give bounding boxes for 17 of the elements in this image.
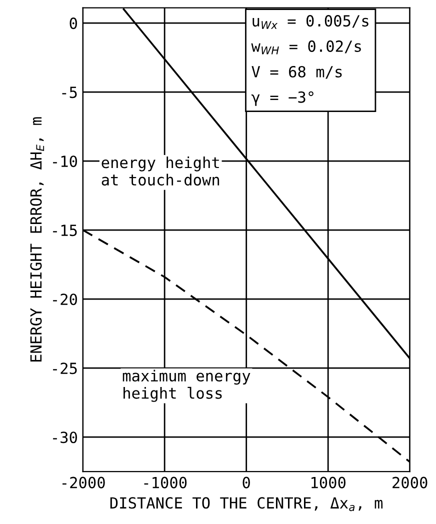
y-tick-label: -5 [62,86,77,98]
y-tick-label: -10 [53,156,77,168]
text: u$_{Wx}$ = 0.005/s w$_{WH}$ = 0.02/s V = 68 m/s γ = −3° [251,15,368,106]
x-tick-label: -1000 [144,476,187,488]
y-tick-label: -15 [53,224,77,236]
x-tick-label: 2000 [392,476,428,488]
annotation: maximum energy height loss [122,370,250,402]
y-axis-title: ENERGY HEIGHT ERROR, ΔH$_{E}$, m [30,117,44,362]
x-tick-label: 0 [242,476,250,488]
y-tick-label: -30 [53,432,77,444]
y-tick-label: -25 [53,362,77,374]
y-tick-label: -20 [53,294,77,306]
y-tick-label: 0 [70,18,77,30]
x-tick-label: 1000 [312,476,346,488]
x-tick-label: -2000 [62,476,105,488]
annotation: energy height at touch-down [102,156,220,186]
x-axis-title: DISTANCE TO THE CENTRE, Δx$_{a}$, m [110,497,383,512]
